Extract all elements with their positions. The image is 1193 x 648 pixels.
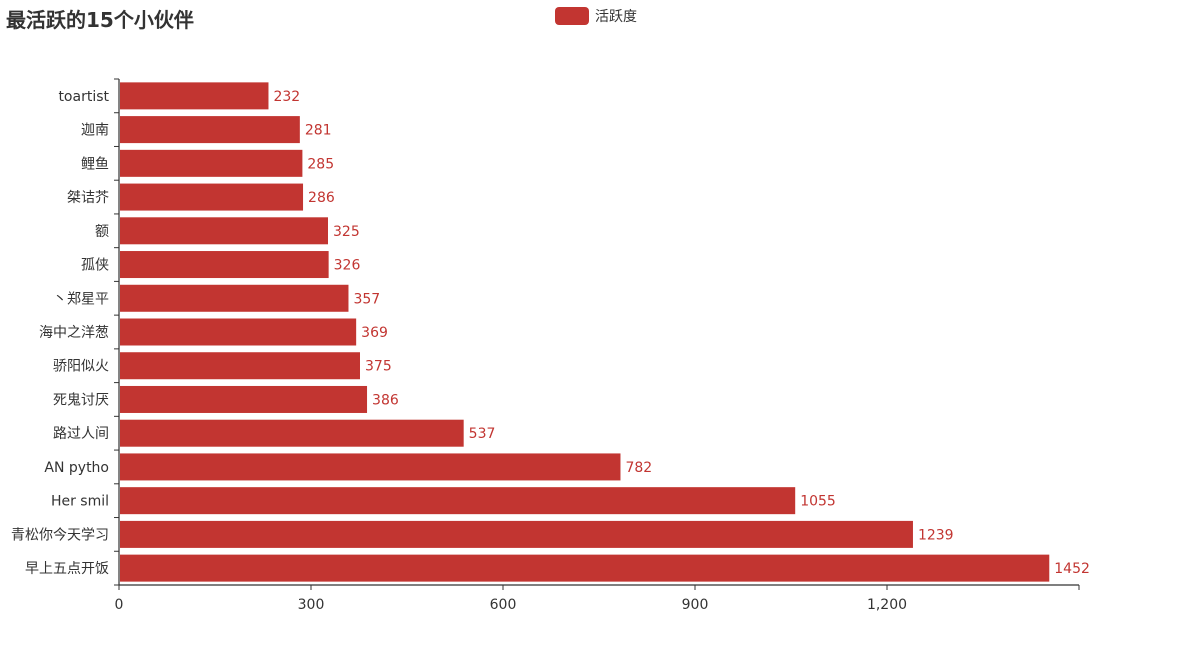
x-tick-label: 1,200: [867, 597, 907, 613]
bar: [120, 487, 796, 515]
legend[interactable]: 活跃度: [555, 6, 637, 26]
bar: [120, 554, 1050, 582]
bar: [120, 318, 357, 346]
category-label: 死鬼讨厌: [53, 392, 109, 408]
category-label: 早上五点开饭: [25, 561, 109, 577]
x-tick-label: 600: [490, 597, 517, 613]
bar: [120, 116, 300, 144]
data-label: 1239: [918, 527, 954, 543]
legend-swatch: [555, 7, 589, 25]
category-label: 鲤鱼: [81, 155, 109, 172]
x-tick-label: 300: [298, 597, 325, 613]
data-label: 386: [372, 392, 399, 408]
bar: [120, 453, 621, 481]
bar: [120, 520, 913, 548]
legend-label: 活跃度: [595, 9, 637, 25]
data-label: 369: [361, 325, 388, 341]
data-label: 325: [333, 224, 360, 240]
category-label: 桀诘芥: [67, 190, 109, 206]
category-label: 丶郑星平: [53, 291, 109, 307]
data-label: 326: [334, 258, 361, 274]
bar: [120, 251, 329, 279]
chart-title: 最活跃的15个小伙伴: [6, 8, 194, 32]
bar: [120, 217, 328, 245]
bar: [120, 385, 368, 413]
category-label: 迦南: [81, 123, 109, 139]
data-label: 1055: [800, 494, 836, 510]
category-label: Her smil: [51, 494, 109, 510]
data-label: 1452: [1054, 561, 1090, 577]
data-label: 537: [469, 426, 496, 442]
x-tick-label: 0: [115, 597, 124, 613]
data-label: 357: [353, 291, 380, 307]
data-label: 285: [307, 156, 334, 172]
data-label: 782: [625, 460, 652, 476]
category-label: AN pytho: [44, 460, 109, 476]
bar: [120, 419, 464, 447]
bar: [120, 82, 269, 110]
bar: [120, 352, 360, 380]
category-label: 骄阳似火: [53, 359, 109, 375]
category-label: 青松你今天学习: [11, 527, 109, 543]
data-label: 232: [273, 89, 300, 105]
bar: [120, 284, 349, 312]
category-label: 额: [95, 224, 109, 240]
data-label: 375: [365, 359, 392, 375]
data-label: 286: [308, 190, 335, 206]
bar: [120, 149, 303, 177]
category-label: toartist: [58, 89, 109, 105]
category-label: 海中之洋葱: [39, 325, 109, 341]
bar: [120, 183, 304, 211]
category-label: 孤侠: [81, 258, 109, 274]
data-label: 281: [305, 123, 332, 139]
category-label: 路过人间: [53, 426, 109, 442]
x-tick-label: 900: [682, 597, 709, 613]
